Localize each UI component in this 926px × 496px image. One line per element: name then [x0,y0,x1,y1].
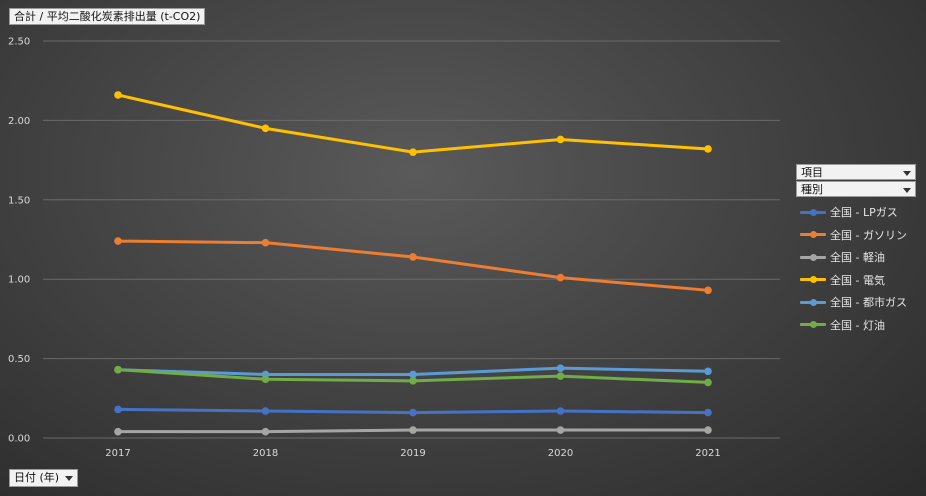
x-tick-label: 2018 [253,448,278,459]
data-point[interactable] [409,377,417,385]
legend-field-label: 項目 [801,166,823,179]
data-point[interactable] [114,91,122,99]
legend-marker [810,321,817,329]
y-tick-label: 0.00 [8,434,30,445]
axis-field-label: 日付 (年) [14,471,60,484]
x-tick-label: 2021 [695,448,720,459]
y-tick-label: 2.50 [8,37,30,48]
legend-field-label: 種別 [801,183,823,196]
series-line [116,239,710,292]
data-point[interactable] [556,273,565,282]
data-point[interactable] [409,370,417,379]
data-point[interactable] [704,426,712,434]
legend-marker [810,253,817,261]
data-point[interactable] [556,372,565,380]
legend-label: 全国 - LPガス [830,206,898,220]
legend-swatch [800,297,826,307]
chevron-down-icon [903,171,911,176]
series [114,237,712,295]
series-lines [114,91,712,436]
legend-marker [810,276,817,284]
gridlines [43,40,780,439]
data-point[interactable] [409,426,417,434]
legend-field-dropdown-type[interactable]: 種別 [796,181,916,197]
legend-field-dropdown-item[interactable]: 項目 [796,164,916,180]
data-point[interactable] [409,253,417,261]
legend-item[interactable]: 全国 - 灯油 [800,314,920,337]
series [114,426,712,436]
legend-item[interactable]: 全国 - 電気 [800,269,920,292]
legend-swatch [800,252,826,262]
x-tick-label: 2017 [105,448,130,459]
data-point[interactable] [114,427,122,436]
legend-item[interactable]: 全国 - ガソリン [800,224,920,247]
legend-swatch [800,230,826,240]
series [114,365,712,387]
series-line [116,93,710,154]
legend-label: 全国 - 都市ガス [830,296,907,310]
series [114,405,712,417]
chart-legend: 全国 - LPガス 全国 - ガソリン 全国 - 軽油 全国 - 電気全国 - 都市ガ… [800,201,920,336]
series [114,91,712,156]
legend-marker [810,208,817,216]
y-tick-label: 0.50 [8,354,30,365]
data-point[interactable] [556,407,565,415]
x-axis-tick-labels: 2017 2018 2019 2020 2021 [105,448,720,459]
x-tick-label: 2019 [400,448,425,459]
legend-item[interactable]: 全国 - 都市ガス [800,291,920,314]
data-point[interactable] [704,145,712,153]
data-point[interactable] [704,286,712,295]
data-point[interactable] [261,427,270,436]
data-point[interactable] [261,124,270,133]
legend-swatch [800,275,826,285]
y-tick-label: 1.50 [8,195,30,206]
y-axis-tick-labels: 0.00 0.50 1.00 1.50 2.00 2.50 [8,37,30,445]
data-point[interactable] [409,408,417,417]
legend-item[interactable]: 全国 - 軽油 [800,246,920,269]
axis-field-dropdown[interactable]: 日付 (年) [9,469,79,487]
data-point[interactable] [114,237,122,245]
legend-label: 全国 - 灯油 [830,318,885,332]
measure-field-button[interactable]: 合計 / 平均二酸化炭素排出量 (t-CO2) [9,8,206,25]
data-point[interactable] [261,375,270,384]
data-point[interactable] [409,148,417,156]
data-point[interactable] [704,367,712,376]
data-point[interactable] [704,378,712,387]
legend-label: 全国 - 電気 [830,273,885,287]
chevron-down-icon [903,188,911,193]
data-point[interactable] [261,238,270,247]
data-point[interactable] [261,407,270,415]
legend-swatch [800,207,826,217]
x-tick-label: 2020 [548,448,573,459]
data-point[interactable] [556,426,565,434]
legend-marker [810,298,817,306]
y-tick-label: 2.00 [8,116,30,127]
legend-label: 全国 - 軽油 [830,251,885,265]
data-point[interactable] [114,405,122,414]
data-point[interactable] [556,135,565,144]
data-point[interactable] [114,365,122,374]
legend-item[interactable]: 全国 - LPガス [800,201,920,224]
y-tick-label: 1.00 [8,275,30,286]
legend-label: 全国 - ガソリン [830,228,907,242]
legend-marker [810,231,817,239]
chevron-down-icon [65,476,74,481]
data-point[interactable] [556,364,565,372]
legend-swatch [800,320,826,330]
data-point[interactable] [704,408,712,417]
